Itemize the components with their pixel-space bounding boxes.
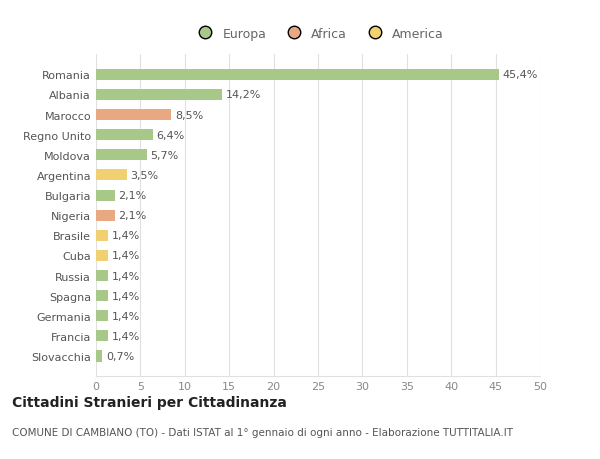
Text: 1,4%: 1,4%	[112, 251, 140, 261]
Text: 1,4%: 1,4%	[112, 331, 140, 341]
Text: 45,4%: 45,4%	[503, 70, 538, 80]
Bar	[96, 210, 115, 221]
Bar	[96, 70, 499, 81]
Text: 6,4%: 6,4%	[157, 130, 185, 140]
Text: 1,4%: 1,4%	[112, 231, 140, 241]
Bar	[96, 330, 109, 341]
Bar	[96, 311, 109, 322]
Bar	[96, 130, 153, 141]
Text: 8,5%: 8,5%	[175, 110, 203, 120]
Bar	[96, 270, 109, 281]
Text: 1,4%: 1,4%	[112, 311, 140, 321]
Text: 1,4%: 1,4%	[112, 291, 140, 301]
Text: 3,5%: 3,5%	[131, 171, 159, 180]
Bar	[96, 351, 102, 362]
Text: 5,7%: 5,7%	[150, 151, 178, 161]
Bar	[96, 250, 109, 262]
Legend: Europa, Africa, America: Europa, Africa, America	[187, 23, 449, 46]
Bar	[96, 170, 127, 181]
Bar	[96, 150, 146, 161]
Text: 1,4%: 1,4%	[112, 271, 140, 281]
Text: 14,2%: 14,2%	[226, 90, 261, 100]
Text: COMUNE DI CAMBIANO (TO) - Dati ISTAT al 1° gennaio di ogni anno - Elaborazione T: COMUNE DI CAMBIANO (TO) - Dati ISTAT al …	[12, 427, 513, 437]
Bar	[96, 190, 115, 201]
Text: 2,1%: 2,1%	[118, 190, 146, 201]
Text: 2,1%: 2,1%	[118, 211, 146, 221]
Bar	[96, 110, 172, 121]
Text: 0,7%: 0,7%	[106, 351, 134, 361]
Bar	[96, 291, 109, 302]
Bar	[96, 230, 109, 241]
Bar	[96, 90, 222, 101]
Text: Cittadini Stranieri per Cittadinanza: Cittadini Stranieri per Cittadinanza	[12, 395, 287, 409]
